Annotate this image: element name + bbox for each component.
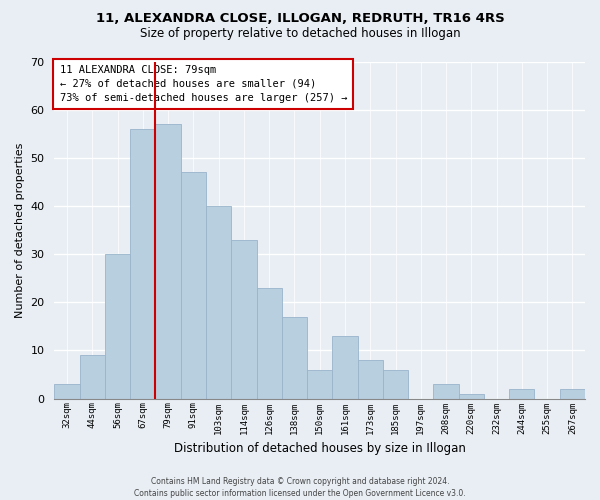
Bar bbox=[105, 254, 130, 398]
Bar bbox=[181, 172, 206, 398]
Bar bbox=[55, 384, 80, 398]
Bar bbox=[257, 288, 282, 399]
Text: 11 ALEXANDRA CLOSE: 79sqm
← 27% of detached houses are smaller (94)
73% of semi-: 11 ALEXANDRA CLOSE: 79sqm ← 27% of detac… bbox=[60, 65, 347, 103]
Bar bbox=[282, 317, 307, 398]
Y-axis label: Number of detached properties: Number of detached properties bbox=[15, 142, 25, 318]
Bar bbox=[130, 129, 155, 398]
Bar bbox=[155, 124, 181, 398]
Bar bbox=[383, 370, 408, 398]
Bar bbox=[560, 389, 585, 398]
Text: Contains HM Land Registry data © Crown copyright and database right 2024.
Contai: Contains HM Land Registry data © Crown c… bbox=[134, 476, 466, 498]
Bar bbox=[206, 206, 231, 398]
Bar bbox=[509, 389, 535, 398]
Bar bbox=[458, 394, 484, 398]
Bar bbox=[307, 370, 332, 398]
Bar bbox=[231, 240, 257, 398]
Bar bbox=[358, 360, 383, 399]
Bar bbox=[332, 336, 358, 398]
Bar bbox=[433, 384, 458, 398]
Text: 11, ALEXANDRA CLOSE, ILLOGAN, REDRUTH, TR16 4RS: 11, ALEXANDRA CLOSE, ILLOGAN, REDRUTH, T… bbox=[95, 12, 505, 26]
X-axis label: Distribution of detached houses by size in Illogan: Distribution of detached houses by size … bbox=[174, 442, 466, 455]
Bar bbox=[80, 356, 105, 399]
Text: Size of property relative to detached houses in Illogan: Size of property relative to detached ho… bbox=[140, 28, 460, 40]
